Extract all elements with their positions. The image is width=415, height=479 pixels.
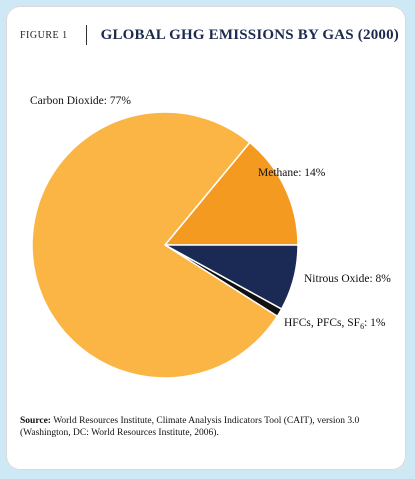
- figure-label: FIGURE 1: [20, 29, 68, 41]
- pie-slice-carbon-dioxide: [31, 111, 279, 379]
- source-text: World Resources Institute, Climate Analy…: [20, 416, 360, 438]
- slice-label-hfcs-pfcs-sf6: HFCs, PFCs, SF6: 1%: [284, 317, 386, 331]
- chart-title: GLOBAL GHG EMISSIONS BY GAS (2000): [100, 26, 399, 43]
- slice-label-nitrous-oxide: Nitrous Oxide: 8%: [304, 273, 391, 285]
- figure-header: FIGURE 1 GLOBAL GHG EMISSIONS BY GAS (20…: [20, 24, 399, 46]
- slice-label-methane: Methane: 14%: [258, 167, 326, 179]
- pie-slice-methane: [163, 141, 299, 246]
- slice-label-carbon-dioxide: Carbon Dioxide: 77%: [30, 95, 131, 107]
- source-prefix: Source:: [20, 416, 51, 426]
- pie-slices: [31, 111, 299, 379]
- source-note: Source: World Resources Institute, Clima…: [20, 415, 400, 439]
- pie-labels: Carbon Dioxide: 77% Methane: 14% Nitrous O…: [30, 95, 391, 331]
- header-divider: [85, 25, 87, 45]
